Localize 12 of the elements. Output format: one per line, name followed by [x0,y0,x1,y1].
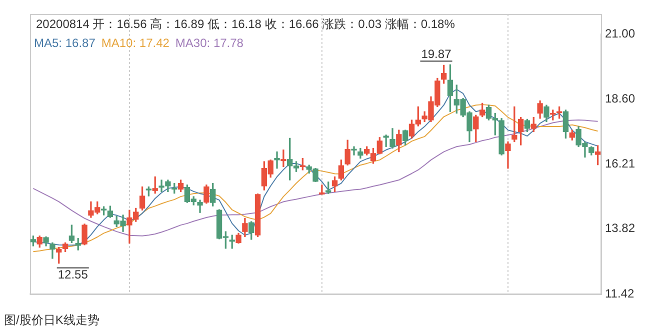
annotation: 12.55 [58,268,88,282]
y-tick-label: 21.00 [605,26,636,40]
y-tick-label: 18.60 [605,91,636,106]
text: MA30: 17.78 [175,36,244,50]
y-tick-label: 11.42 [605,286,634,300]
text: MA10: 17.42 [101,36,170,50]
y-tick-label: 16.21 [605,156,636,170]
y-tick-label: 13.82 [605,221,636,236]
annotation: 19.87 [421,46,452,61]
text: MA5: 16.87 [34,36,96,50]
text: 图/股价日K线走势 [4,312,100,329]
text: 20200814 开：16.56 高：16.89 低：16.18 收：16.66 涨跌：0.03 涨幅：0.18% [36,16,455,33]
